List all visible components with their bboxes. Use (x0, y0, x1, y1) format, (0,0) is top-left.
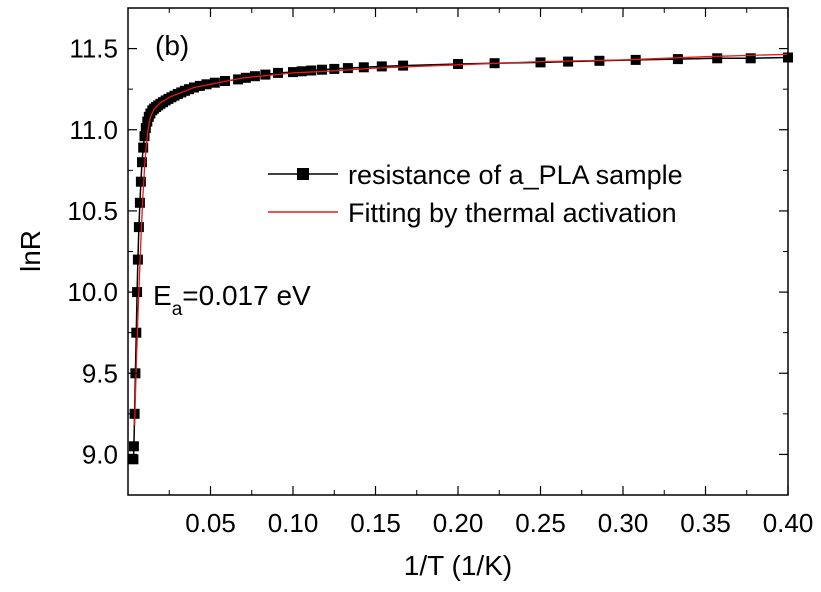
legend-marker-resistance (297, 168, 309, 180)
data-point (273, 67, 283, 78)
data-point (358, 62, 369, 73)
y-tick-label: 11.0 (69, 115, 118, 145)
x-tick-label: 0.35 (680, 508, 731, 538)
data-point (535, 57, 546, 68)
y-tick-label: 10.5 (67, 196, 118, 226)
data-point (745, 53, 756, 64)
plot-marks (128, 52, 793, 465)
data-point (128, 441, 139, 452)
data-point (135, 176, 146, 187)
panel-label: (b) (155, 30, 189, 61)
series-line-fit (133, 53, 789, 426)
y-tick-label: 10.0 (67, 277, 118, 307)
data-point (398, 60, 409, 71)
x-tick-label: 0.40 (763, 508, 814, 538)
activation-energy-symbol: E (153, 280, 172, 311)
legend-item-resistance: resistance of a_PLA sample (268, 160, 683, 190)
data-point (139, 131, 150, 142)
data-point (672, 54, 683, 65)
data-point (712, 53, 723, 64)
legend-label-fit: Fitting by thermal activation (348, 198, 677, 228)
data-point (132, 287, 143, 298)
data-point (137, 157, 147, 168)
x-tick-label: 0.25 (515, 508, 566, 538)
data-point (342, 63, 353, 74)
data-point (201, 79, 212, 90)
x-tick-label: 0.20 (433, 508, 484, 538)
activation-energy-subscript: a (172, 299, 183, 320)
data-point (131, 327, 142, 338)
y-tick-label: 9.5 (82, 358, 118, 388)
data-point (140, 123, 151, 134)
data-point (260, 69, 271, 80)
x-tick-label: 0.05 (185, 508, 236, 538)
data-point (329, 63, 340, 74)
x-tick-label: 0.15 (350, 508, 401, 538)
data-point (288, 67, 298, 78)
axis-ticks (128, 7, 789, 496)
y-axis-title: lnR (15, 230, 46, 272)
tick-labels: 0.05 0.10 0.15 0.20 0.25 0.30 0.35 0.40 9.0 9.5 10… (67, 34, 813, 538)
x-tick-label: 0.30 (598, 508, 649, 538)
x-tick-label: 0.10 (268, 508, 319, 538)
activation-energy-annotation: Ea=0.017 eV (153, 280, 311, 320)
data-point (209, 77, 220, 88)
data-point (317, 64, 327, 75)
data-point (296, 66, 307, 77)
data-point (138, 142, 149, 153)
data-point (306, 65, 317, 76)
legend-item-fit: Fitting by thermal activation (268, 198, 677, 228)
data-point (376, 61, 387, 72)
data-point (133, 222, 144, 233)
data-point (453, 59, 463, 69)
data-point (128, 454, 139, 465)
data-point (134, 197, 145, 208)
legend: resistance of a_PLA sample Fitting by th… (268, 160, 683, 228)
activation-energy-value: =0.017 eV (182, 280, 311, 311)
y-tick-label: 11.5 (69, 34, 118, 64)
y-tick-label: 9.0 (82, 439, 118, 469)
data-point (132, 254, 143, 265)
x-axis-title: 1/T (1/K) (404, 550, 512, 581)
legend-label-resistance: resistance of a_PLA sample (348, 160, 683, 190)
